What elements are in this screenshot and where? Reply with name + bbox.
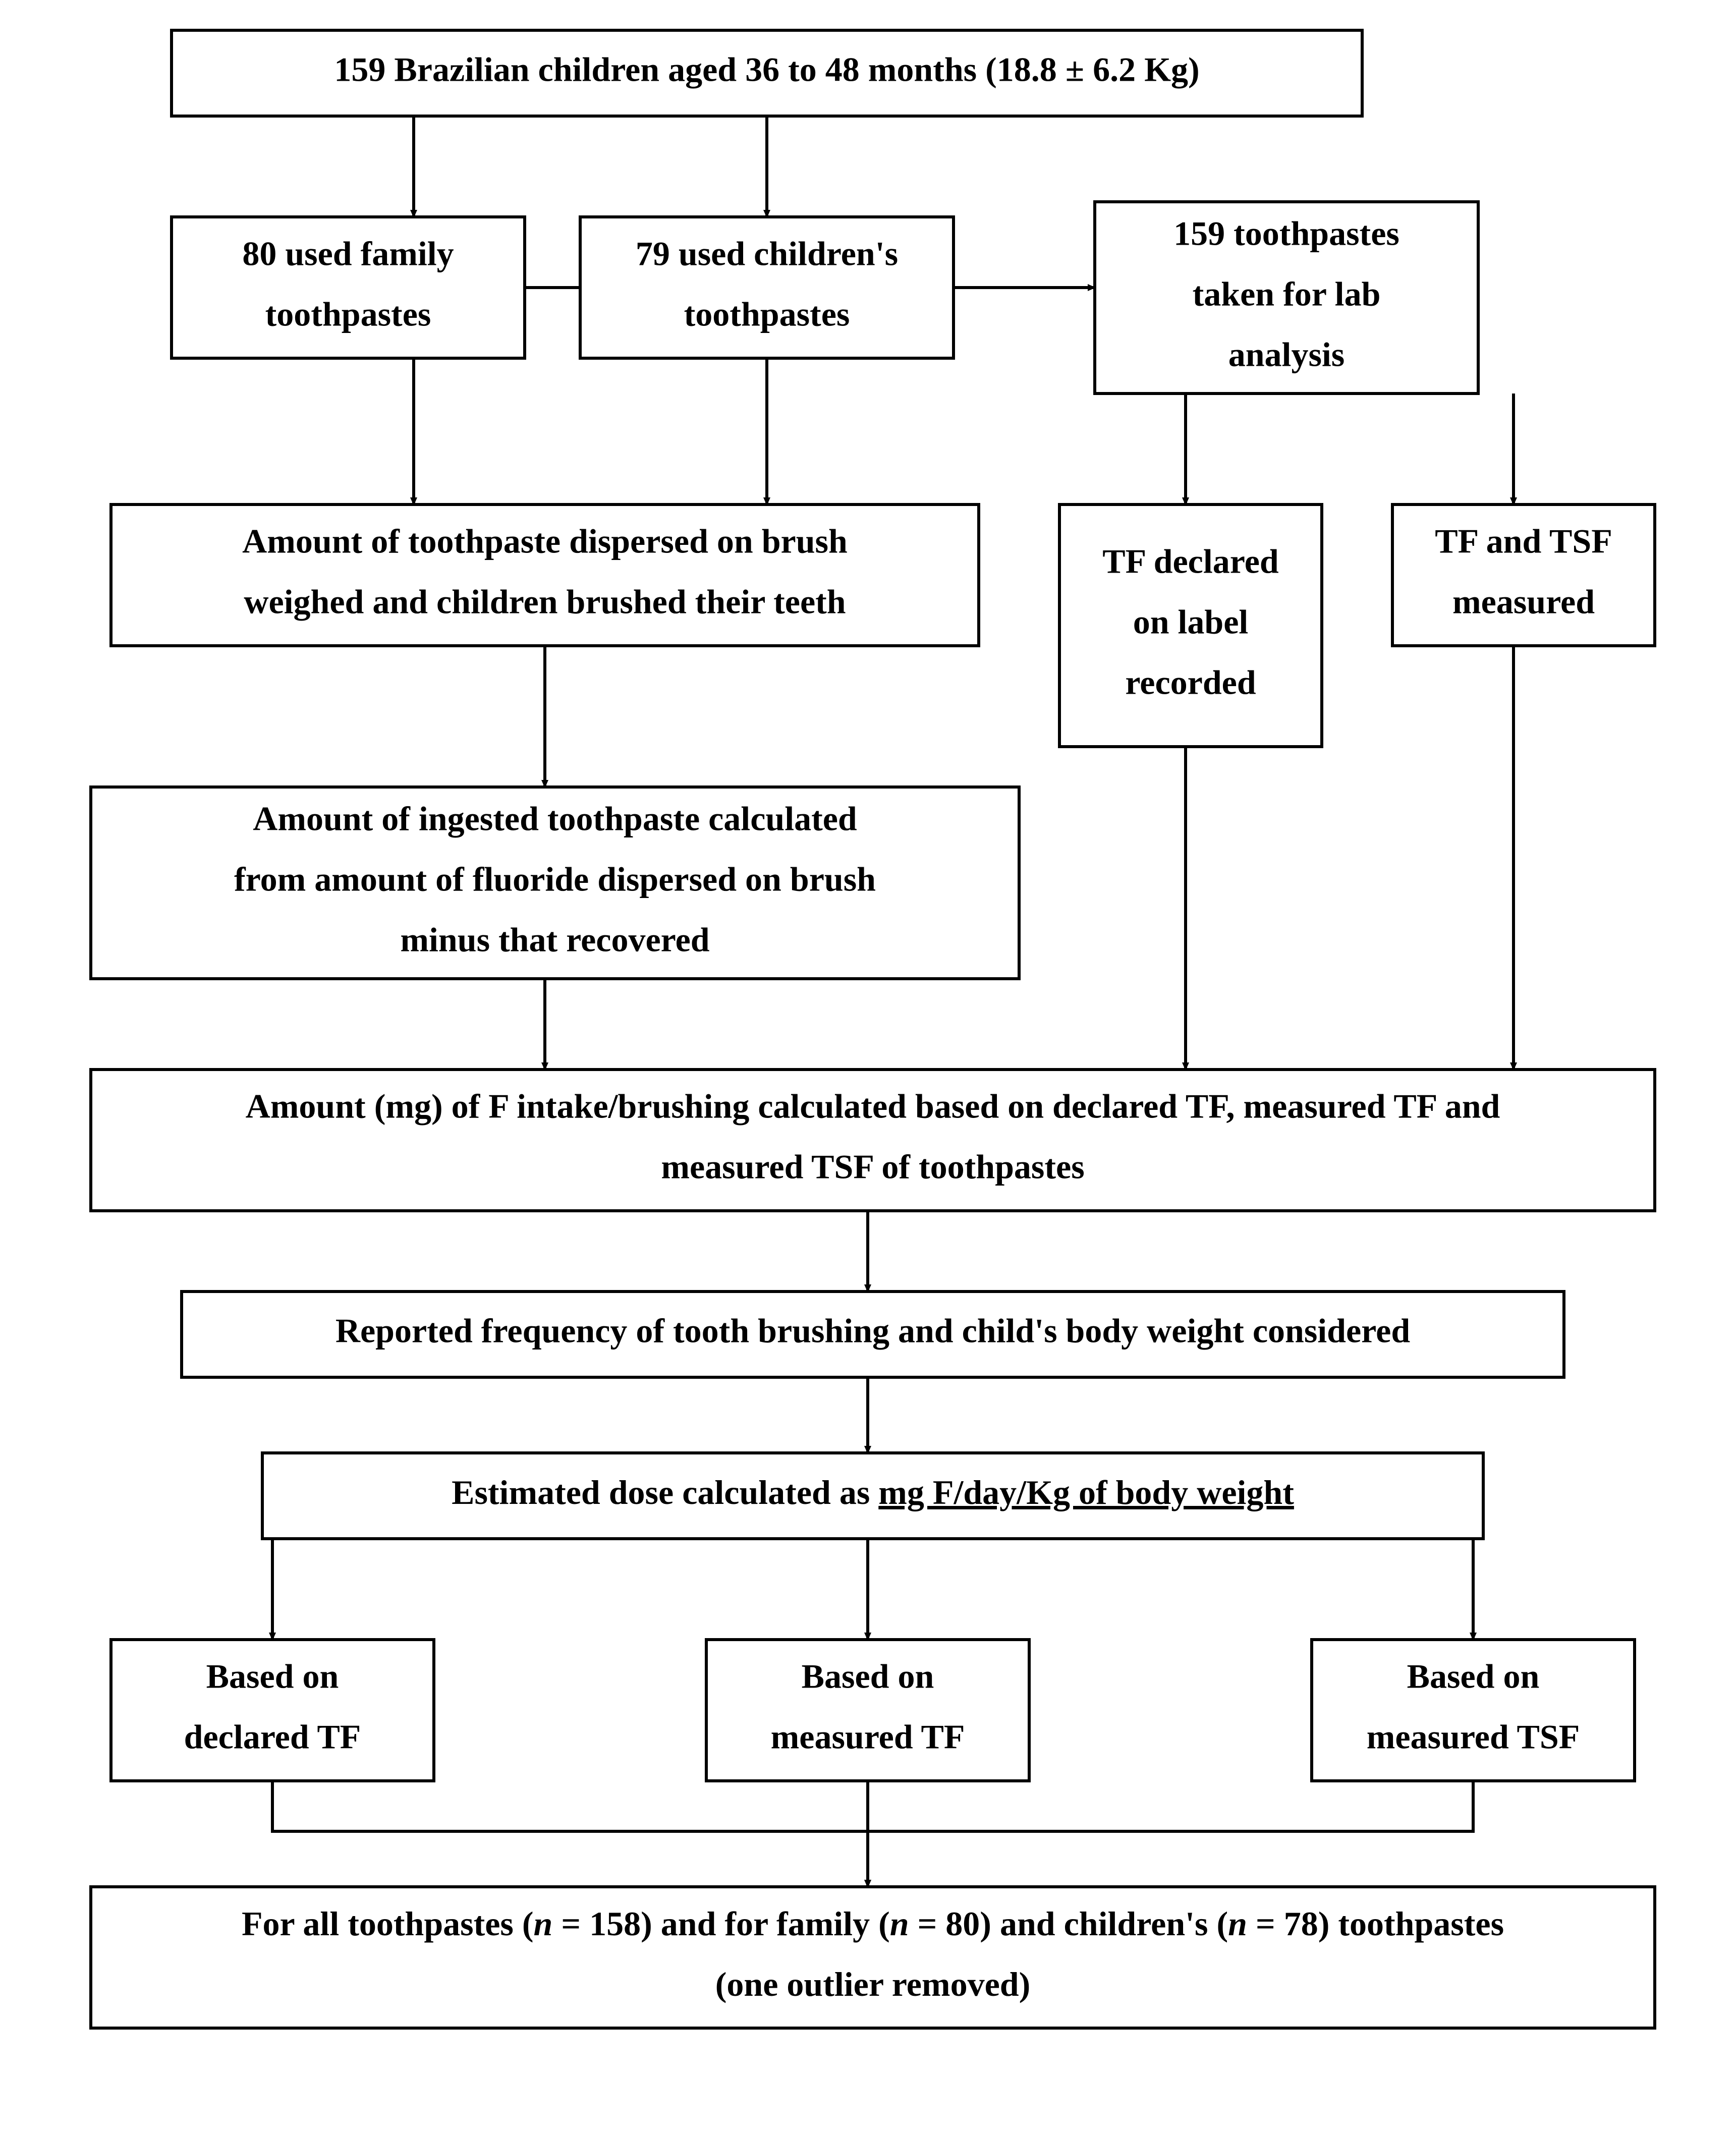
svg-text:toothpastes: toothpastes	[684, 295, 850, 333]
svg-text:taken for lab: taken for lab	[1193, 275, 1381, 313]
svg-text:measured: measured	[1452, 583, 1595, 621]
svg-text:79 used children's: 79 used children's	[636, 235, 898, 273]
svg-text:from amount of fluoride disper: from amount of fluoride dispersed on bru…	[234, 860, 876, 899]
svg-text:Based on: Based on	[206, 1657, 339, 1696]
svg-text:(one outlier removed): (one outlier removed)	[715, 1965, 1030, 2003]
svg-text:measured TSF: measured TSF	[1367, 1718, 1580, 1756]
svg-text:measured TF: measured TF	[771, 1718, 965, 1756]
svg-text:TF and TSF: TF and TSF	[1435, 522, 1612, 560]
svg-text:Amount of toothpaste dispersed: Amount of toothpaste dispersed on brush	[242, 522, 848, 560]
svg-text:recorded: recorded	[1125, 663, 1256, 702]
svg-text:toothpastes: toothpastes	[265, 295, 431, 333]
flow-node-final: For all toothpastes (n = 158) and for fa…	[91, 1887, 1655, 2028]
flow-node-based_measured_tf: Based on measured TF	[706, 1640, 1029, 1781]
svg-text:measured TSF of toothpastes: measured TSF of toothpastes	[661, 1148, 1084, 1186]
svg-text:Estimated dose calculated as m: Estimated dose calculated as mg F/day/Kg…	[452, 1473, 1294, 1511]
svg-text:on label: on label	[1133, 603, 1249, 641]
flow-node-dose: Estimated dose calculated as mg F/day/Kg…	[262, 1453, 1483, 1539]
svg-text:Amount of ingested toothpaste: Amount of ingested toothpaste calculated	[253, 800, 857, 838]
svg-text:weighed and children brushed t: weighed and children brushed their teeth	[244, 583, 846, 621]
flow-node-based_declared: Based on declared TF	[111, 1640, 434, 1781]
svg-text:minus that recovered: minus that recovered	[400, 921, 709, 959]
flow-node-top: 159 Brazilian children aged 36 to 48 mon…	[172, 30, 1362, 116]
flow-node-measured: TF and TSF measured	[1392, 504, 1655, 646]
flow-node-lab: 159 toothpastes taken for lab analysis	[1095, 202, 1478, 394]
svg-text:Based on: Based on	[1407, 1657, 1540, 1696]
svg-text:159 Brazilian children aged 36: 159 Brazilian children aged 36 to 48 mon…	[334, 50, 1199, 89]
svg-text:Reported frequency of tooth br: Reported frequency of tooth brushing and…	[335, 1312, 1410, 1350]
flow-node-dispersed: Amount of toothpaste dispersed on brush w…	[111, 504, 979, 646]
flow-node-freq: Reported frequency of tooth brushing and…	[182, 1292, 1564, 1377]
svg-text:declared TF: declared TF	[184, 1718, 361, 1756]
flow-node-family: 80 used family toothpastes	[172, 217, 525, 358]
svg-text:159 toothpastes: 159 toothpastes	[1173, 214, 1399, 253]
svg-text:Amount (mg) of F intake/brushi: Amount (mg) of F intake/brushing calcula…	[246, 1087, 1500, 1126]
svg-text:Based on: Based on	[802, 1657, 934, 1696]
flow-node-based_measured_tsf: Based on measured TSF	[1312, 1640, 1635, 1781]
flowchart-diagram: 159 Brazilian children aged 36 to 48 mon…	[0, 0, 1736, 2133]
svg-text:TF declared: TF declared	[1102, 542, 1279, 581]
svg-text:analysis: analysis	[1228, 335, 1345, 374]
svg-text:80 used family: 80 used family	[242, 235, 454, 273]
flow-node-children: 79 used children's toothpastes	[580, 217, 954, 358]
flow-node-ingested: Amount of ingested toothpaste calculated…	[91, 787, 1019, 979]
flow-node-declared: TF declared on label recorded	[1059, 504, 1322, 747]
flow-node-intake: Amount (mg) of F intake/brushing calcula…	[91, 1070, 1655, 1211]
svg-text:For all toothpastes (n = 158): For all toothpastes (n = 158) and for fa…	[242, 1904, 1504, 1943]
